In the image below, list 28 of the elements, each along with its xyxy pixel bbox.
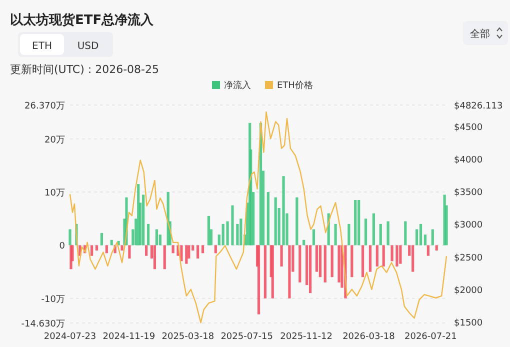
y2-tick-label: $3500 <box>454 188 483 198</box>
x-tick-label: 2024-07-23 <box>44 332 96 342</box>
y-tick-label: 10万 <box>44 188 65 199</box>
y-tick-label: 26.370万 <box>24 102 65 112</box>
x-tick-label: 2025-11-12 <box>280 332 332 342</box>
y2-tick-label: $4500 <box>454 122 483 133</box>
text: 更新时间(UTC) : 2026-08-25 <box>10 63 160 76</box>
x-tick-label: 2026-07-21 <box>404 332 457 342</box>
y2-tick-label: $3000 <box>454 220 483 231</box>
y2-tick-label: $4826.113 <box>454 102 503 112</box>
text: 全部 <box>470 28 490 40</box>
y2-tick-label: $4000 <box>454 155 483 166</box>
x-tick-label: 2026-03-18 <box>342 332 396 342</box>
legend-label: 净流入 <box>224 80 251 91</box>
legend-label: ETH价格 <box>277 80 313 91</box>
y-tick-label: -10万 <box>41 294 65 305</box>
y-tick-label: -14.630万 <box>21 320 65 330</box>
x-tick-label: 2025-07-15 <box>220 332 274 342</box>
x-tick-label: 2024-11-19 <box>102 332 156 342</box>
y2-tick-label: $2000 <box>454 286 483 296</box>
y2-tick-label: $2500 <box>454 253 483 264</box>
y2-tick-label: $1500 <box>454 318 483 329</box>
chart-title: 以太坊现货ETF总净流入 <box>10 12 155 28</box>
text: ETH <box>32 41 52 52</box>
y-tick-label: 20万 <box>44 135 65 146</box>
x-tick-label: 2025-03-18 <box>162 332 214 342</box>
text: USD <box>77 41 99 52</box>
y-tick-label: 0 <box>59 242 66 252</box>
